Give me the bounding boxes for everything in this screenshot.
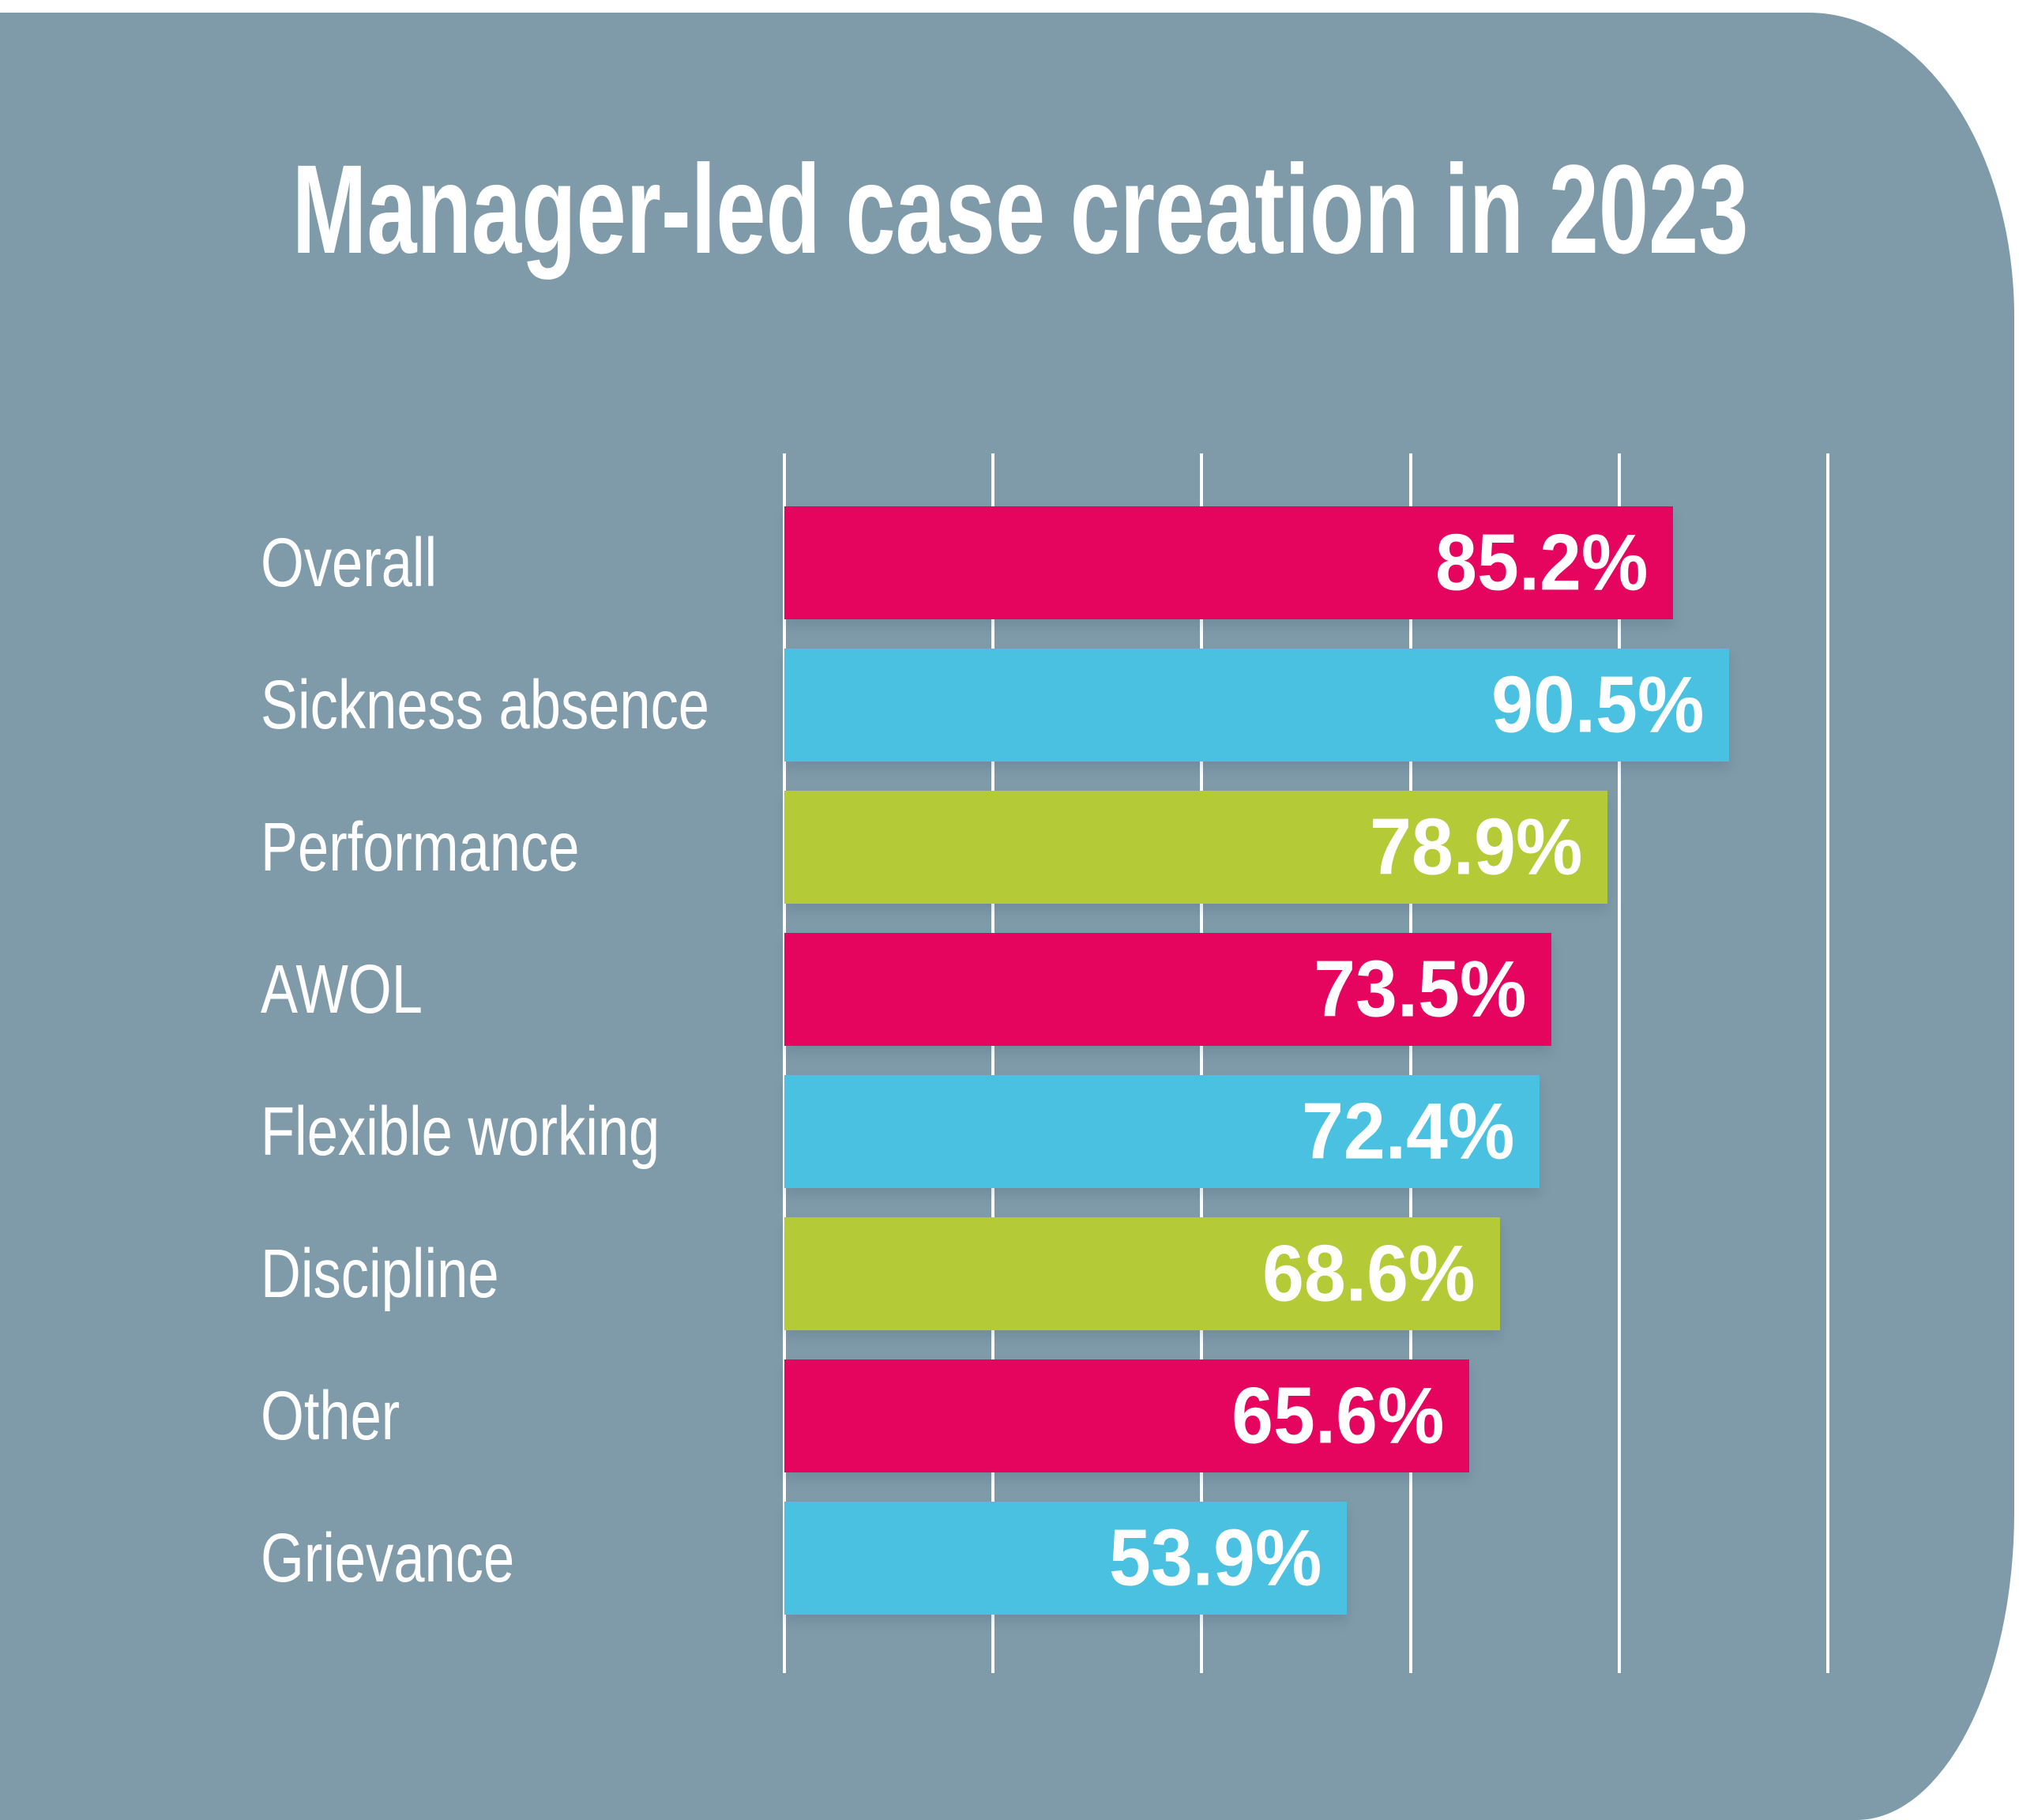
bar: 90.5% (784, 649, 1729, 761)
gridline (1826, 453, 1829, 1673)
chart-row: Grievance 53.9% (0, 1502, 2014, 1615)
bar: 72.4% (784, 1075, 1540, 1188)
bar: 78.9% (784, 791, 1607, 904)
category-label: Flexible working (261, 1092, 660, 1170)
value-label: 68.6% (1261, 1229, 1475, 1318)
gridline (1200, 453, 1203, 1673)
gridline (1409, 453, 1412, 1673)
value-label: 53.9% (1108, 1514, 1322, 1602)
category-label: AWOL (261, 950, 423, 1028)
chart-row: Sickness absence 90.5% (0, 649, 2014, 761)
chart-row: AWOL 73.5% (0, 933, 2014, 1046)
value-label: 85.2% (1434, 518, 1648, 607)
chart-row: Performance 78.9% (0, 791, 2014, 904)
category-label: Overall (261, 524, 438, 601)
bar: 53.9% (784, 1502, 1347, 1615)
category-label: Other (261, 1377, 400, 1454)
value-label: 78.9% (1369, 803, 1582, 891)
chart-row: Discipline 68.6% (0, 1217, 2014, 1330)
category-label: Performance (261, 808, 580, 886)
category-label: Sickness absence (261, 666, 709, 743)
value-label: 73.5% (1313, 945, 1526, 1033)
chart-title: Manager-led case creation in 2023 (291, 138, 1749, 280)
category-label: Grievance (261, 1519, 515, 1596)
bar: 85.2% (784, 506, 1673, 619)
value-label: 65.6% (1231, 1371, 1444, 1460)
bar: 68.6% (784, 1217, 1500, 1330)
category-label: Discipline (261, 1235, 499, 1312)
bar: 65.6% (784, 1359, 1469, 1472)
value-label: 90.5% (1491, 660, 1704, 749)
gridline (783, 453, 786, 1673)
chart-row: Flexible working 72.4% (0, 1075, 2014, 1188)
chart-row: Overall 85.2% (0, 506, 2014, 619)
bar-chart: Overall 85.2% Sickness absence 90.5% Per… (0, 13, 2014, 1820)
chart-row: Other 65.6% (0, 1359, 2014, 1472)
infographic-panel: Manager-led case creation in 2023 Overal… (0, 13, 2014, 1820)
gridline (1618, 453, 1621, 1673)
value-label: 72.4% (1301, 1087, 1514, 1175)
bar: 73.5% (784, 933, 1551, 1046)
gridline (991, 453, 994, 1673)
